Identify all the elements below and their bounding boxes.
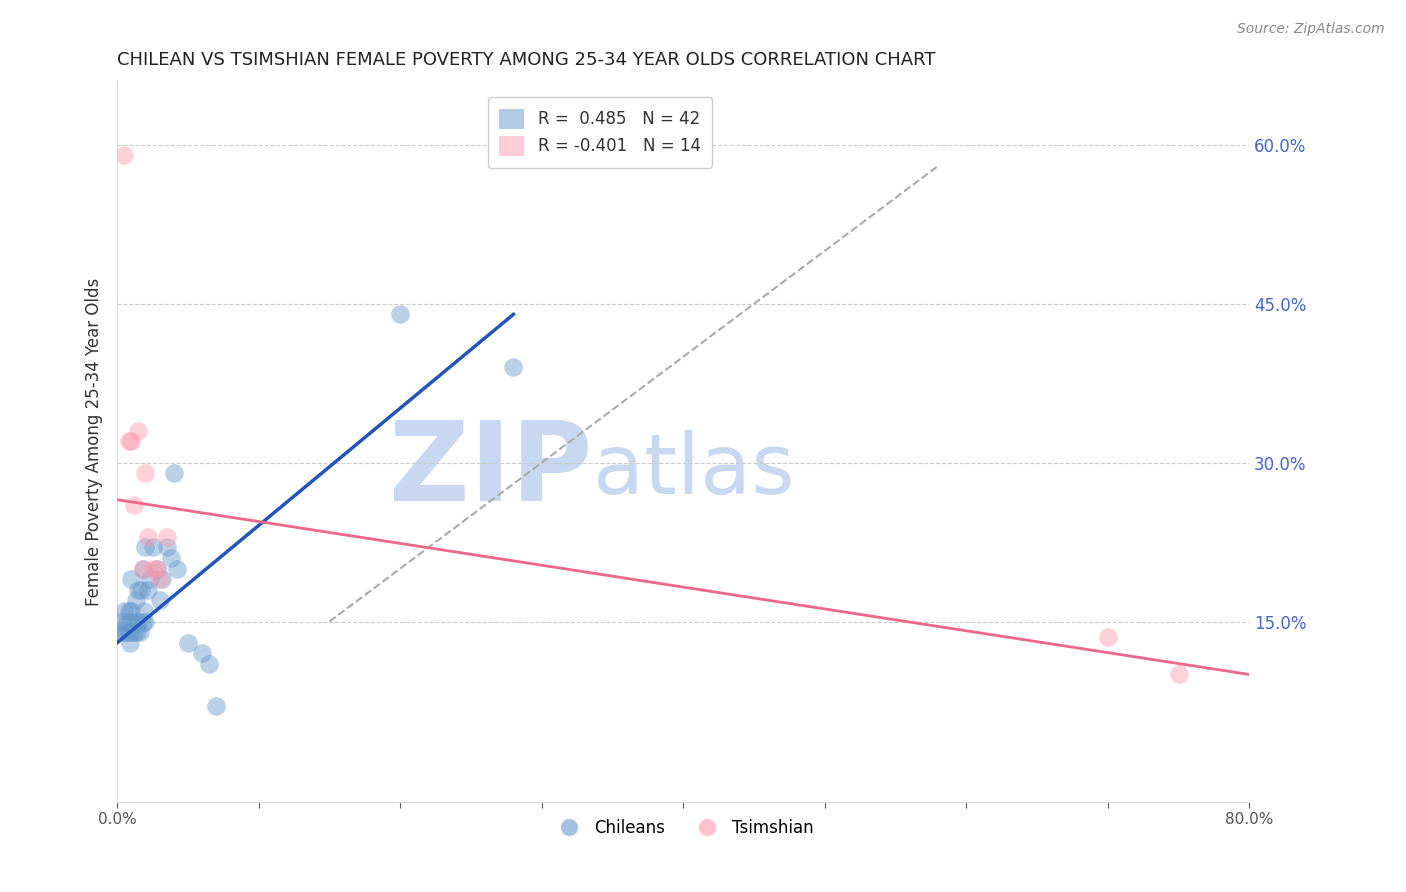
- Point: [1167, 667, 1189, 681]
- Point: [134, 467, 156, 481]
- Point: [120, 625, 142, 640]
- Point: [163, 467, 186, 481]
- Point: [134, 541, 156, 555]
- Point: [132, 604, 155, 618]
- Point: [146, 561, 169, 575]
- Legend: Chileans, Tsimshian: Chileans, Tsimshian: [546, 813, 820, 844]
- Point: [131, 615, 153, 629]
- Point: [149, 572, 172, 586]
- Point: [156, 530, 179, 544]
- Point: [120, 572, 142, 586]
- Point: [131, 561, 153, 575]
- Point: [120, 434, 142, 449]
- Point: [502, 360, 524, 375]
- Point: [205, 699, 228, 714]
- Point: [122, 625, 145, 640]
- Point: [138, 572, 160, 586]
- Point: [177, 636, 200, 650]
- Point: [117, 604, 139, 618]
- Point: [112, 604, 135, 618]
- Text: CHILEAN VS TSIMSHIAN FEMALE POVERTY AMONG 25-34 YEAR OLDS CORRELATION CHART: CHILEAN VS TSIMSHIAN FEMALE POVERTY AMON…: [117, 51, 935, 69]
- Point: [160, 551, 183, 566]
- Point: [149, 593, 172, 607]
- Point: [142, 561, 165, 575]
- Text: ZIP: ZIP: [389, 417, 593, 524]
- Point: [1097, 631, 1119, 645]
- Point: [117, 625, 139, 640]
- Point: [129, 582, 152, 597]
- Point: [127, 615, 149, 629]
- Point: [115, 615, 138, 629]
- Point: [118, 636, 141, 650]
- Point: [105, 625, 128, 640]
- Point: [124, 593, 146, 607]
- Text: atlas: atlas: [593, 430, 794, 511]
- Point: [110, 615, 132, 629]
- Point: [146, 561, 169, 575]
- Point: [152, 572, 174, 586]
- Point: [127, 424, 149, 438]
- Point: [136, 582, 159, 597]
- Point: [389, 307, 412, 321]
- Point: [156, 541, 179, 555]
- Point: [117, 434, 139, 449]
- Point: [114, 625, 136, 640]
- Point: [191, 646, 214, 660]
- Point: [122, 498, 145, 512]
- Point: [112, 148, 135, 162]
- Point: [134, 615, 156, 629]
- Point: [111, 625, 134, 640]
- Y-axis label: Female Poverty Among 25-34 Year Olds: Female Poverty Among 25-34 Year Olds: [86, 277, 103, 606]
- Point: [128, 625, 150, 640]
- Point: [125, 625, 148, 640]
- Text: Source: ZipAtlas.com: Source: ZipAtlas.com: [1237, 22, 1385, 37]
- Point: [127, 582, 149, 597]
- Point: [120, 604, 142, 618]
- Point: [131, 561, 153, 575]
- Point: [118, 615, 141, 629]
- Point: [166, 561, 188, 575]
- Point: [142, 541, 165, 555]
- Point: [136, 530, 159, 544]
- Point: [198, 657, 221, 671]
- Point: [124, 615, 146, 629]
